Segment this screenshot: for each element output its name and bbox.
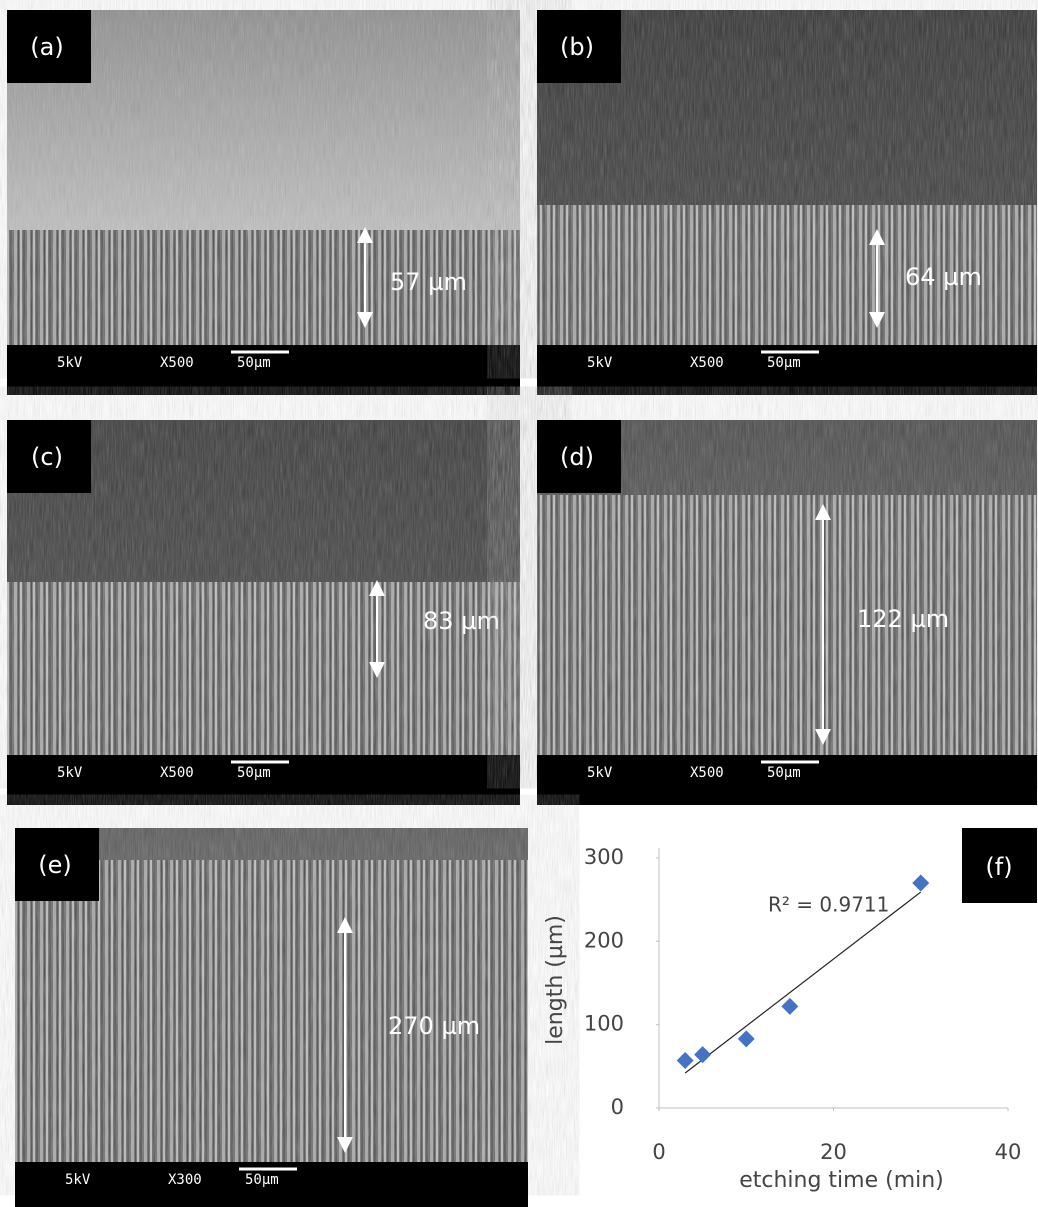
magnification: X500 [690, 765, 724, 781]
sem-panel: (b) 64 µm 5kV X500 50µm [537, 10, 1037, 395]
scale-label: 50µm [245, 1172, 279, 1188]
panel-label: (a) [30, 33, 63, 61]
x-tick-label: 0 [652, 1140, 665, 1164]
y-tick-label: 200 [584, 928, 624, 952]
trendline [685, 892, 921, 1073]
sem-panel: (e) 270 µm 5kV X300 50µm [15, 828, 528, 1207]
panel-label: (d) [560, 443, 594, 471]
magnification: X500 [160, 355, 194, 371]
x-tick-label: 40 [995, 1140, 1022, 1164]
measurement: 64 µm [905, 263, 982, 291]
panel-label: (b) [560, 33, 594, 61]
sem-panel: (a) 57 µm 5kV X500 50µm [7, 10, 520, 395]
measurement: 83 µm [423, 607, 500, 635]
measurement: 270 µm [388, 1012, 480, 1040]
y-axis-label: length (µm) [543, 915, 568, 1045]
voltage: 5kV [65, 1172, 91, 1188]
magnification: X500 [160, 765, 194, 781]
scale-label: 50µm [767, 355, 801, 371]
voltage: 5kV [57, 355, 83, 371]
voltage: 5kV [587, 765, 613, 781]
sem-panel: (c) 83 µm 5kV X500 50µm [7, 420, 520, 805]
measurement: 122 µm [857, 605, 949, 633]
figure: (a)57 µm5kVX50050µm(b)64 µm5kVX50050µm(c… [0, 0, 1038, 1207]
panel-label: (c) [31, 443, 63, 471]
panel-label: (f) [985, 853, 1012, 881]
scale-label: 50µm [767, 765, 801, 781]
voltage: 5kV [57, 765, 83, 781]
scale-label: 50µm [237, 765, 271, 781]
panel-label: (e) [38, 851, 72, 879]
measurement: 57 µm [390, 268, 467, 296]
y-tick-label: 300 [584, 845, 624, 869]
y-tick-label: 0 [611, 1095, 624, 1119]
magnification: X300 [168, 1172, 202, 1188]
point [781, 998, 798, 1015]
y-tick-label: 100 [584, 1012, 624, 1036]
annotation: R² = 0.9711 [768, 893, 889, 917]
voltage: 5kV [587, 355, 613, 371]
point [677, 1052, 694, 1069]
scale-label: 50µm [237, 355, 271, 371]
x-tick-label: 20 [820, 1140, 847, 1164]
point [694, 1046, 711, 1063]
point [738, 1030, 755, 1047]
point [912, 875, 929, 892]
magnification: X500 [690, 355, 724, 371]
x-axis-label: etching time (min) [739, 1168, 944, 1193]
sem-panel: (d) 122 µm 5kV X500 50µm [537, 420, 1037, 805]
